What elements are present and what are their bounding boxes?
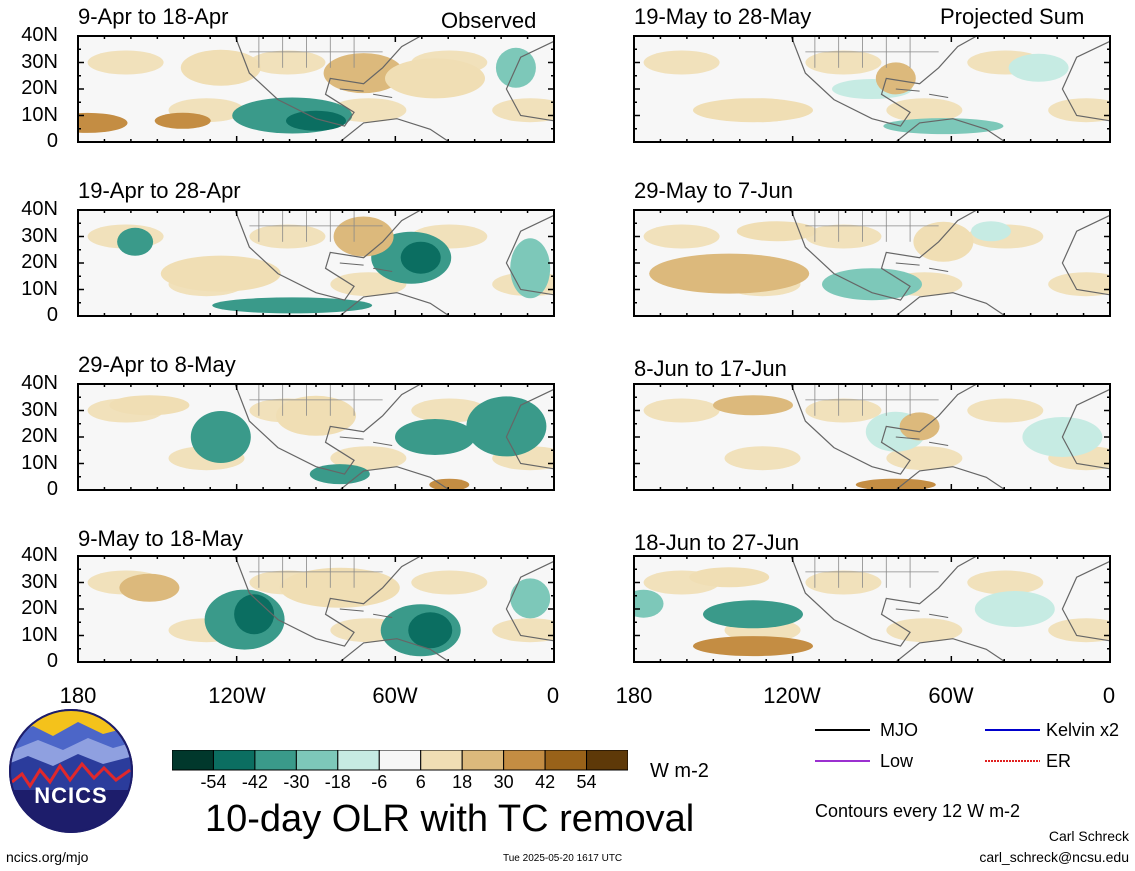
- colorbar-swatch: [420, 750, 463, 771]
- lat-label: 40N: [21, 198, 58, 220]
- colorbar-swatch: [461, 750, 505, 771]
- map-panel-r-1: [633, 35, 1111, 143]
- lat-label: 40N: [21, 24, 58, 46]
- map-panel-l-3: [77, 383, 555, 491]
- contours-note: Contours every 12 W m-2: [815, 801, 1021, 821]
- lat-label: 30N: [21, 224, 58, 247]
- lon-label-120w-right: 120W: [763, 683, 821, 708]
- colorbar-swatch: [172, 750, 214, 771]
- colorbar-swatch: [295, 750, 339, 771]
- colorbar-units: W m-2: [650, 760, 709, 782]
- legend-low-label: Low: [880, 751, 914, 771]
- legend-kelvin-label: Kelvin x2: [1046, 720, 1120, 740]
- lon-label-180-right: 180: [615, 683, 653, 708]
- legend-er-label: ER: [1046, 751, 1072, 771]
- colorbar-label: 6: [415, 772, 426, 792]
- colorbar-label: -30: [283, 772, 310, 792]
- colorbar: [172, 750, 628, 771]
- lat-label: 10N: [21, 277, 58, 300]
- colorbar-label: -54: [200, 772, 227, 792]
- colorbar-swatch: [212, 750, 256, 771]
- lat-label: 20N: [21, 597, 58, 619]
- legend-lines: [815, 729, 1040, 762]
- lon-label-60w-left: 60W: [372, 683, 418, 708]
- colorbar-label: 42: [535, 772, 556, 792]
- lat-label: 10N: [21, 451, 58, 474]
- lat-label: 0: [46, 478, 58, 500]
- main-title: 10-day OLR with TC removal: [205, 798, 695, 840]
- map-panel-r-4: [633, 555, 1111, 663]
- observed-label: Observed: [441, 8, 537, 33]
- colorbar-swatch: [378, 750, 422, 771]
- lat-label: 20N: [21, 425, 58, 447]
- colorbar-swatch: [586, 750, 628, 771]
- colorbar-label: 30: [493, 772, 514, 792]
- lon-label-0-right: 0: [1102, 683, 1116, 708]
- colorbar-label: 54: [576, 772, 597, 792]
- lon-label-0-left: 0: [546, 683, 560, 708]
- footer-author: Carl Schreck: [1048, 828, 1129, 844]
- footer-email: carl_schreck@ncsu.edu: [979, 849, 1129, 865]
- lat-label: 0: [46, 130, 58, 152]
- colorbar-swatch: [254, 750, 297, 771]
- panel-title-left-4: 9-May to 18-May: [78, 526, 244, 551]
- map-panel-r-2: [633, 209, 1111, 317]
- lat-label: 20N: [21, 77, 58, 99]
- map-panel-l-1: [77, 35, 555, 143]
- lat-label: 10N: [21, 103, 58, 126]
- panel-title-right-1: 19-May to 28-May: [634, 4, 812, 29]
- lon-label-60w-right: 60W: [928, 683, 974, 708]
- panel-title-right-4: 18-Jun to 27-Jun: [634, 530, 800, 555]
- panel-title-left-2: 19-Apr to 28-Apr: [78, 178, 241, 203]
- map-panel-r-3: [633, 383, 1111, 491]
- projected-label: Projected Sum: [940, 4, 1085, 29]
- lon-label-120w-left: 120W: [208, 683, 266, 708]
- lat-label: 0: [46, 304, 58, 326]
- colorbar-swatch: [503, 750, 546, 771]
- colorbar-label: -42: [241, 772, 268, 792]
- colorbar-label: -6: [371, 772, 388, 792]
- lat-label: 30N: [21, 570, 58, 593]
- lat-label: 30N: [21, 50, 58, 73]
- lat-label: 30N: [21, 398, 58, 421]
- colorbar-swatch: [337, 750, 380, 771]
- panel-title-right-3: 8-Jun to 17-Jun: [634, 356, 787, 381]
- lat-label: 10N: [21, 623, 58, 646]
- footer-timestamp: Tue 2025-05-20 1617 UTC: [503, 853, 623, 864]
- panel-title-left-1: 9-Apr to 18-Apr: [78, 4, 229, 29]
- lat-label: 20N: [21, 251, 58, 273]
- lat-label: 0: [46, 650, 58, 672]
- lon-label-180-left: 180: [59, 683, 97, 708]
- map-panel-l-4: [77, 555, 555, 663]
- map-panels: [77, 35, 1111, 663]
- map-panel-l-2: [77, 209, 555, 317]
- colorbar-label: 18: [452, 772, 473, 792]
- footer-url: ncics.org/mjo: [6, 849, 89, 865]
- colorbar-label: -18: [324, 772, 351, 792]
- legend-mjo-label: MJO: [880, 720, 918, 740]
- lat-label: 40N: [21, 544, 58, 566]
- lat-label: 40N: [21, 372, 58, 394]
- panel-title-left-3: 29-Apr to 8-May: [78, 352, 236, 377]
- panel-title-right-2: 29-May to 7-Jun: [634, 178, 793, 203]
- ncics-logo: [9, 709, 133, 833]
- logo-text: NCICS: [34, 783, 108, 808]
- colorbar-swatch: [544, 750, 588, 771]
